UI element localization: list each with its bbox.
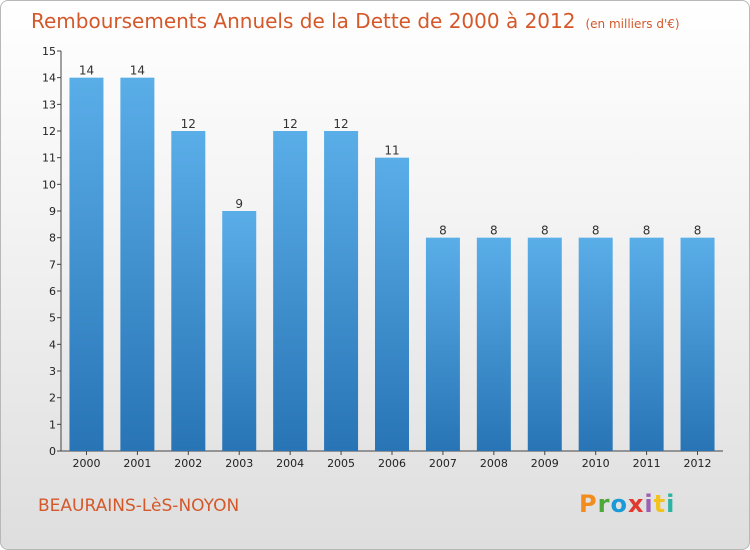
data-label: 14 (79, 64, 94, 78)
bar-2004 (273, 131, 308, 451)
data-label: 8 (541, 224, 549, 238)
y-tick-label: 2 (49, 392, 56, 405)
x-tick-label: 2004 (276, 457, 304, 470)
y-tick-label: 9 (49, 205, 56, 218)
bar-2001 (120, 77, 155, 452)
data-label: 9 (235, 197, 243, 211)
x-tick-label: 2002 (174, 457, 202, 470)
data-labels: 14 14 12 9 12 12 11 8 8 8 8 8 8 (79, 64, 702, 238)
bar-2011 (629, 237, 664, 451)
x-tick-label: 2006 (378, 457, 406, 470)
y-tick-label: 7 (49, 258, 56, 271)
proxiti-logo[interactable]: Proxiti (579, 490, 676, 518)
y-tick-label: 3 (49, 365, 56, 378)
x-tick-label: 2003 (225, 457, 253, 470)
data-label: 12 (181, 117, 196, 131)
x-tick-label: 2012 (684, 457, 712, 470)
x-tick-label: 2005 (327, 457, 355, 470)
title-text: Remboursements Annuels de la Dette de 20… (31, 9, 576, 33)
x-tick-label: 2001 (123, 457, 151, 470)
y-tick-label: 1 (49, 418, 56, 431)
bar-2000 (69, 77, 104, 452)
data-label: 12 (333, 117, 348, 131)
y-tick-label: 0 (49, 445, 56, 458)
x-tick-label: 2010 (582, 457, 610, 470)
bar-2002 (171, 131, 206, 451)
x-tick-label: 2000 (72, 457, 100, 470)
bar-2007 (425, 237, 460, 451)
y-tick-label: 5 (49, 312, 56, 325)
data-label: 11 (384, 144, 399, 158)
y-tick-label: 14 (42, 72, 56, 85)
x-tick-label: 2011 (633, 457, 661, 470)
bar-2012 (680, 237, 715, 451)
bar-2006 (375, 157, 409, 451)
chart-title: Remboursements Annuels de la Dette de 20… (31, 9, 680, 33)
data-label: 8 (694, 224, 702, 238)
bars (69, 77, 715, 452)
town-name: BEAURAINS-LèS-NOYON (38, 496, 240, 516)
unit-label: (en milliers d'€) (585, 17, 680, 31)
bar-2008 (476, 237, 511, 451)
data-label: 8 (592, 224, 600, 238)
data-label: 14 (130, 64, 145, 78)
data-label: 8 (490, 224, 498, 238)
y-tick-label: 6 (49, 285, 56, 298)
x-tick-label: 2008 (480, 457, 508, 470)
x-tick-label: 2007 (429, 457, 457, 470)
y-tick-label: 12 (42, 125, 56, 138)
x-tick-label: 2009 (531, 457, 559, 470)
y-tick-label: 10 (42, 178, 56, 191)
y-tick-label: 13 (42, 98, 56, 111)
y-tick-label: 4 (49, 338, 56, 351)
y-tick-label: 8 (49, 232, 56, 245)
data-label: 8 (643, 224, 651, 238)
bar-2005 (324, 131, 359, 451)
y-tick-label: 11 (42, 152, 56, 165)
data-label: 8 (439, 224, 447, 238)
bar-2009 (527, 237, 562, 451)
bar-2010 (578, 237, 613, 451)
data-label: 12 (283, 117, 298, 131)
bar-2003 (222, 211, 257, 451)
y-tick-label: 15 (42, 45, 56, 58)
